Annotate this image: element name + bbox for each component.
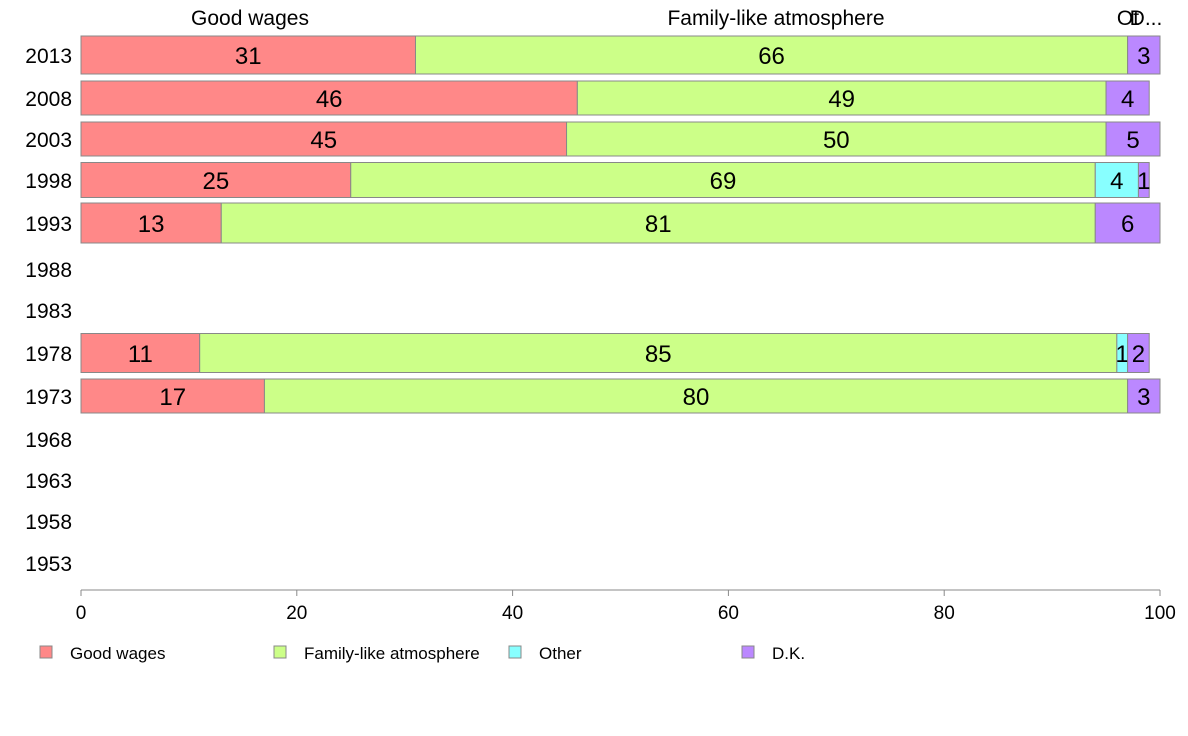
legend-swatch-2 bbox=[508, 645, 522, 659]
bar-2008-d-k- bbox=[1105, 80, 1150, 116]
bar-1973-family-like-atmosphere bbox=[263, 378, 1129, 414]
bar-2003-d-k- bbox=[1105, 121, 1161, 157]
bar-2013-family-like-atmosphere bbox=[414, 35, 1129, 75]
category-label-1973: 1973 bbox=[25, 386, 72, 409]
x-tick-label-80: 80 bbox=[934, 603, 955, 624]
category-label-1963: 1963 bbox=[25, 470, 72, 493]
bar-1978-family-like-atmosphere bbox=[199, 333, 1118, 373]
value-label-2008-3: 4 bbox=[1121, 86, 1134, 113]
value-label-2013-0: 31 bbox=[235, 43, 262, 70]
legend-label-1: Family-like atmosphere bbox=[304, 644, 480, 663]
category-label-1988: 1988 bbox=[25, 259, 72, 282]
category-label-2013: 2013 bbox=[25, 45, 72, 68]
x-tick-label-40: 40 bbox=[502, 603, 523, 624]
category-label-1998: 1998 bbox=[25, 170, 72, 193]
bar-1998-d-k- bbox=[1137, 162, 1150, 198]
category-label-1978: 1978 bbox=[25, 343, 72, 366]
value-label-2013-1: 66 bbox=[758, 43, 785, 70]
legend: Good wages Family-like atmosphere Other D.K… bbox=[39, 644, 805, 663]
bar-1993-family-like-atmosphere bbox=[220, 202, 1096, 244]
bar-2008-family-like-atmosphere bbox=[576, 80, 1107, 116]
value-label-1978-0: 11 bbox=[128, 341, 153, 368]
legend-swatch-3 bbox=[741, 645, 755, 659]
top-segment-labels: Good wages Family-like atmosphere OtD... bbox=[191, 7, 1162, 30]
legend-label-0: Good wages bbox=[70, 644, 165, 663]
legend-swatch-0 bbox=[39, 645, 53, 659]
bar-1998-other bbox=[1094, 162, 1139, 198]
bar-1973-d-k- bbox=[1127, 378, 1161, 414]
category-label-1958: 1958 bbox=[25, 511, 72, 534]
value-label-1978-3: 2 bbox=[1132, 341, 1145, 368]
value-label-1978-1: 85 bbox=[645, 341, 672, 368]
value-label-1973-0: 17 bbox=[159, 384, 186, 411]
x-tick-label-100: 100 bbox=[1144, 603, 1176, 624]
top-label-0: Good wages bbox=[191, 7, 309, 30]
category-labels: 2013 2008 2003 1998 1993 1988 1983 1978 1973 1968… bbox=[25, 45, 72, 576]
category-label-1953: 1953 bbox=[25, 553, 72, 576]
value-label-1978-2: 1 bbox=[1116, 341, 1129, 368]
bar-1993-d-k- bbox=[1094, 202, 1161, 244]
category-label-1983: 1983 bbox=[25, 300, 72, 323]
bar-1978-d-k- bbox=[1127, 333, 1150, 373]
value-label-2013-3: 3 bbox=[1137, 43, 1150, 70]
value-label-2003-1: 50 bbox=[823, 127, 850, 154]
bar-1998-good-wages bbox=[80, 162, 352, 198]
category-label-2008: 2008 bbox=[25, 88, 72, 111]
x-tick-label-0: 0 bbox=[76, 603, 87, 624]
top-label-2: Ot bbox=[1117, 7, 1139, 30]
value-label-1998-1: 69 bbox=[710, 168, 737, 195]
legend-label-2: Other bbox=[539, 644, 582, 663]
top-label-3: D... bbox=[1130, 7, 1163, 30]
legend-label-3: D.K. bbox=[772, 644, 805, 663]
top-label-1: Family-like atmosphere bbox=[667, 7, 884, 30]
bar-1978-good-wages bbox=[80, 333, 201, 373]
value-label-1998-3: 1 bbox=[1137, 168, 1150, 195]
bar-1973-good-wages bbox=[80, 378, 265, 414]
bar-2013-d-k- bbox=[1127, 35, 1161, 75]
value-label-2008-0: 46 bbox=[316, 86, 343, 113]
value-label-1993-3: 6 bbox=[1121, 211, 1134, 238]
x-tick-label-20: 20 bbox=[286, 603, 307, 624]
bar-1993-good-wages bbox=[80, 202, 222, 244]
category-label-2003: 2003 bbox=[25, 129, 72, 152]
value-label-1993-0: 13 bbox=[138, 211, 165, 238]
bar-2003-family-like-atmosphere bbox=[566, 121, 1107, 157]
bars: 31 66 346 49 445 50 525 69 4 113 81 611 85 1 217 80 3 bbox=[80, 35, 1161, 414]
value-label-2003-3: 5 bbox=[1126, 127, 1139, 154]
value-label-1973-3: 3 bbox=[1137, 384, 1150, 411]
x-tick-label-60: 60 bbox=[718, 603, 739, 624]
value-label-2003-0: 45 bbox=[310, 127, 337, 154]
category-label-1993: 1993 bbox=[25, 213, 72, 236]
value-label-1998-0: 25 bbox=[203, 168, 230, 195]
value-label-2008-1: 49 bbox=[828, 86, 855, 113]
legend-swatch-1 bbox=[273, 645, 287, 659]
value-label-1993-1: 81 bbox=[645, 211, 672, 238]
bar-1998-family-like-atmosphere bbox=[350, 162, 1096, 198]
category-label-1968: 1968 bbox=[25, 429, 72, 452]
x-axis: 0 20 40 60 80 100 bbox=[76, 589, 1176, 624]
value-label-1973-1: 80 bbox=[683, 384, 710, 411]
value-label-1998-2: 4 bbox=[1110, 168, 1123, 195]
bar-2003-good-wages bbox=[80, 121, 568, 157]
